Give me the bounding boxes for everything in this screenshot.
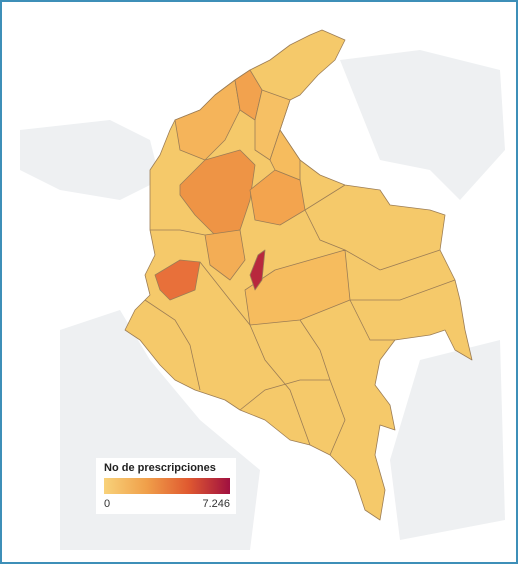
department bbox=[269, 129, 301, 181]
legend-max: 7.246 bbox=[202, 498, 230, 510]
department bbox=[154, 259, 201, 301]
legend: No de prescripciones 0 7.246 bbox=[96, 458, 236, 514]
department bbox=[204, 229, 246, 281]
legend-min: 0 bbox=[104, 498, 110, 510]
boundaries bbox=[144, 184, 456, 456]
department bbox=[179, 149, 256, 236]
department bbox=[249, 249, 266, 291]
legend-title: No de prescripciones bbox=[104, 462, 216, 474]
color-ramp bbox=[104, 478, 230, 494]
